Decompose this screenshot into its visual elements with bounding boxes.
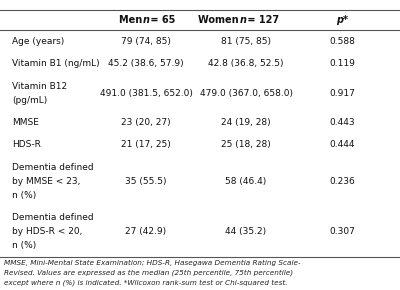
Text: n: n xyxy=(142,15,150,25)
Text: 27 (42.9): 27 (42.9) xyxy=(126,227,166,236)
Text: 24 (19, 28): 24 (19, 28) xyxy=(221,118,271,127)
Text: 45.2 (38.6, 57.9): 45.2 (38.6, 57.9) xyxy=(108,59,184,68)
Text: 0.444: 0.444 xyxy=(329,140,355,149)
Text: Dementia defined: Dementia defined xyxy=(12,163,94,172)
Text: Women: Women xyxy=(198,15,242,25)
Text: except where n (%) is indicated. *Wilcoxon rank-sum test or Chi-squared test.: except where n (%) is indicated. *Wilcox… xyxy=(4,279,288,286)
Text: = 127: = 127 xyxy=(244,15,280,25)
Text: 0.307: 0.307 xyxy=(329,227,355,236)
Text: 0.917: 0.917 xyxy=(329,89,355,98)
Text: n (%): n (%) xyxy=(12,241,36,250)
Text: p*: p* xyxy=(336,15,348,25)
Text: 35 (55.5): 35 (55.5) xyxy=(125,177,167,186)
Text: Vitamin B1 (ng/mL): Vitamin B1 (ng/mL) xyxy=(12,59,100,68)
Text: Revised. Values are expressed as the median (25th percentile, 75th percentile): Revised. Values are expressed as the med… xyxy=(4,270,293,276)
Text: Dementia defined: Dementia defined xyxy=(12,213,94,222)
Text: HDS-R: HDS-R xyxy=(12,140,41,149)
Text: 79 (74, 85): 79 (74, 85) xyxy=(121,37,171,46)
Text: 0.443: 0.443 xyxy=(329,118,355,127)
Text: Age (years): Age (years) xyxy=(12,37,64,46)
Text: n: n xyxy=(239,15,246,25)
Text: (pg/mL): (pg/mL) xyxy=(12,96,47,105)
Text: 42.8 (36.8, 52.5): 42.8 (36.8, 52.5) xyxy=(208,59,284,68)
Text: Men: Men xyxy=(119,15,146,25)
Text: 479.0 (367.0, 658.0): 479.0 (367.0, 658.0) xyxy=(200,89,292,98)
Text: n (%): n (%) xyxy=(12,191,36,200)
Text: MMSE, Mini-Mental State Examination; HDS-R, Hasegawa Dementia Rating Scale-: MMSE, Mini-Mental State Examination; HDS… xyxy=(4,260,301,266)
Text: 58 (46.4): 58 (46.4) xyxy=(225,177,267,186)
Text: 25 (18, 28): 25 (18, 28) xyxy=(221,140,271,149)
Text: 491.0 (381.5, 652.0): 491.0 (381.5, 652.0) xyxy=(100,89,192,98)
Text: = 65: = 65 xyxy=(147,15,176,25)
Text: 23 (20, 27): 23 (20, 27) xyxy=(121,118,171,127)
Text: 0.119: 0.119 xyxy=(329,59,355,68)
Text: 0.588: 0.588 xyxy=(329,37,355,46)
Text: 44 (35.2): 44 (35.2) xyxy=(226,227,266,236)
Text: 81 (75, 85): 81 (75, 85) xyxy=(221,37,271,46)
Text: 0.236: 0.236 xyxy=(329,177,355,186)
Text: by MMSE < 23,: by MMSE < 23, xyxy=(12,177,80,186)
Text: MMSE: MMSE xyxy=(12,118,39,127)
Text: by HDS-R < 20,: by HDS-R < 20, xyxy=(12,227,82,236)
Text: 21 (17, 25): 21 (17, 25) xyxy=(121,140,171,149)
Text: Vitamin B12: Vitamin B12 xyxy=(12,82,67,91)
